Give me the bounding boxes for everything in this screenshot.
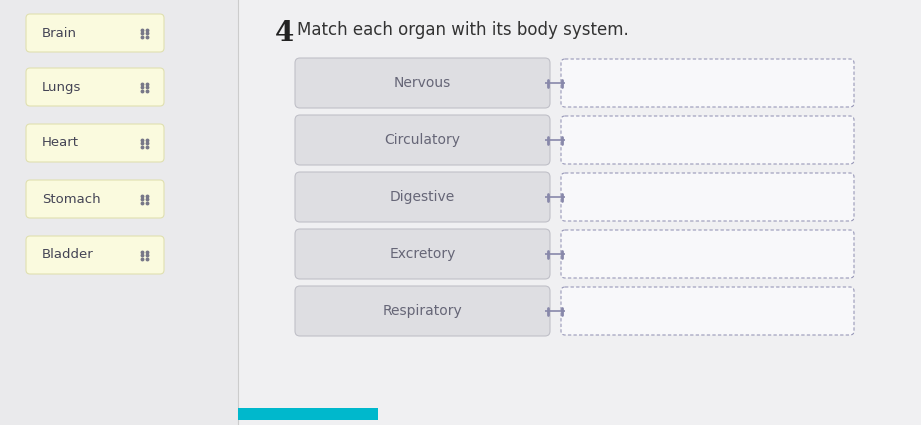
Bar [238,408,378,420]
Bar [238,0,921,425]
FancyBboxPatch shape [26,124,164,162]
Text: Circulatory: Circulatory [384,133,460,147]
FancyBboxPatch shape [561,59,854,107]
Bar [0,0,238,425]
Text: Stomach: Stomach [42,193,100,206]
FancyBboxPatch shape [295,58,550,108]
FancyBboxPatch shape [295,229,550,279]
FancyBboxPatch shape [26,236,164,274]
FancyBboxPatch shape [561,173,854,221]
Text: Brain: Brain [42,26,77,40]
Text: Lungs: Lungs [42,80,81,94]
Text: Digestive: Digestive [390,190,455,204]
FancyBboxPatch shape [561,230,854,278]
Text: 4: 4 [275,20,294,47]
FancyBboxPatch shape [295,172,550,222]
Text: Bladder: Bladder [42,249,94,261]
FancyBboxPatch shape [561,116,854,164]
FancyBboxPatch shape [561,287,854,335]
Text: Nervous: Nervous [394,76,451,90]
Text: Excretory: Excretory [390,247,456,261]
Text: Heart: Heart [42,136,79,150]
FancyBboxPatch shape [295,115,550,165]
FancyBboxPatch shape [26,180,164,218]
Text: Respiratory: Respiratory [382,304,462,318]
Text: Match each organ with its body system.: Match each organ with its body system. [297,21,629,39]
FancyBboxPatch shape [26,14,164,52]
FancyBboxPatch shape [295,286,550,336]
FancyBboxPatch shape [26,68,164,106]
